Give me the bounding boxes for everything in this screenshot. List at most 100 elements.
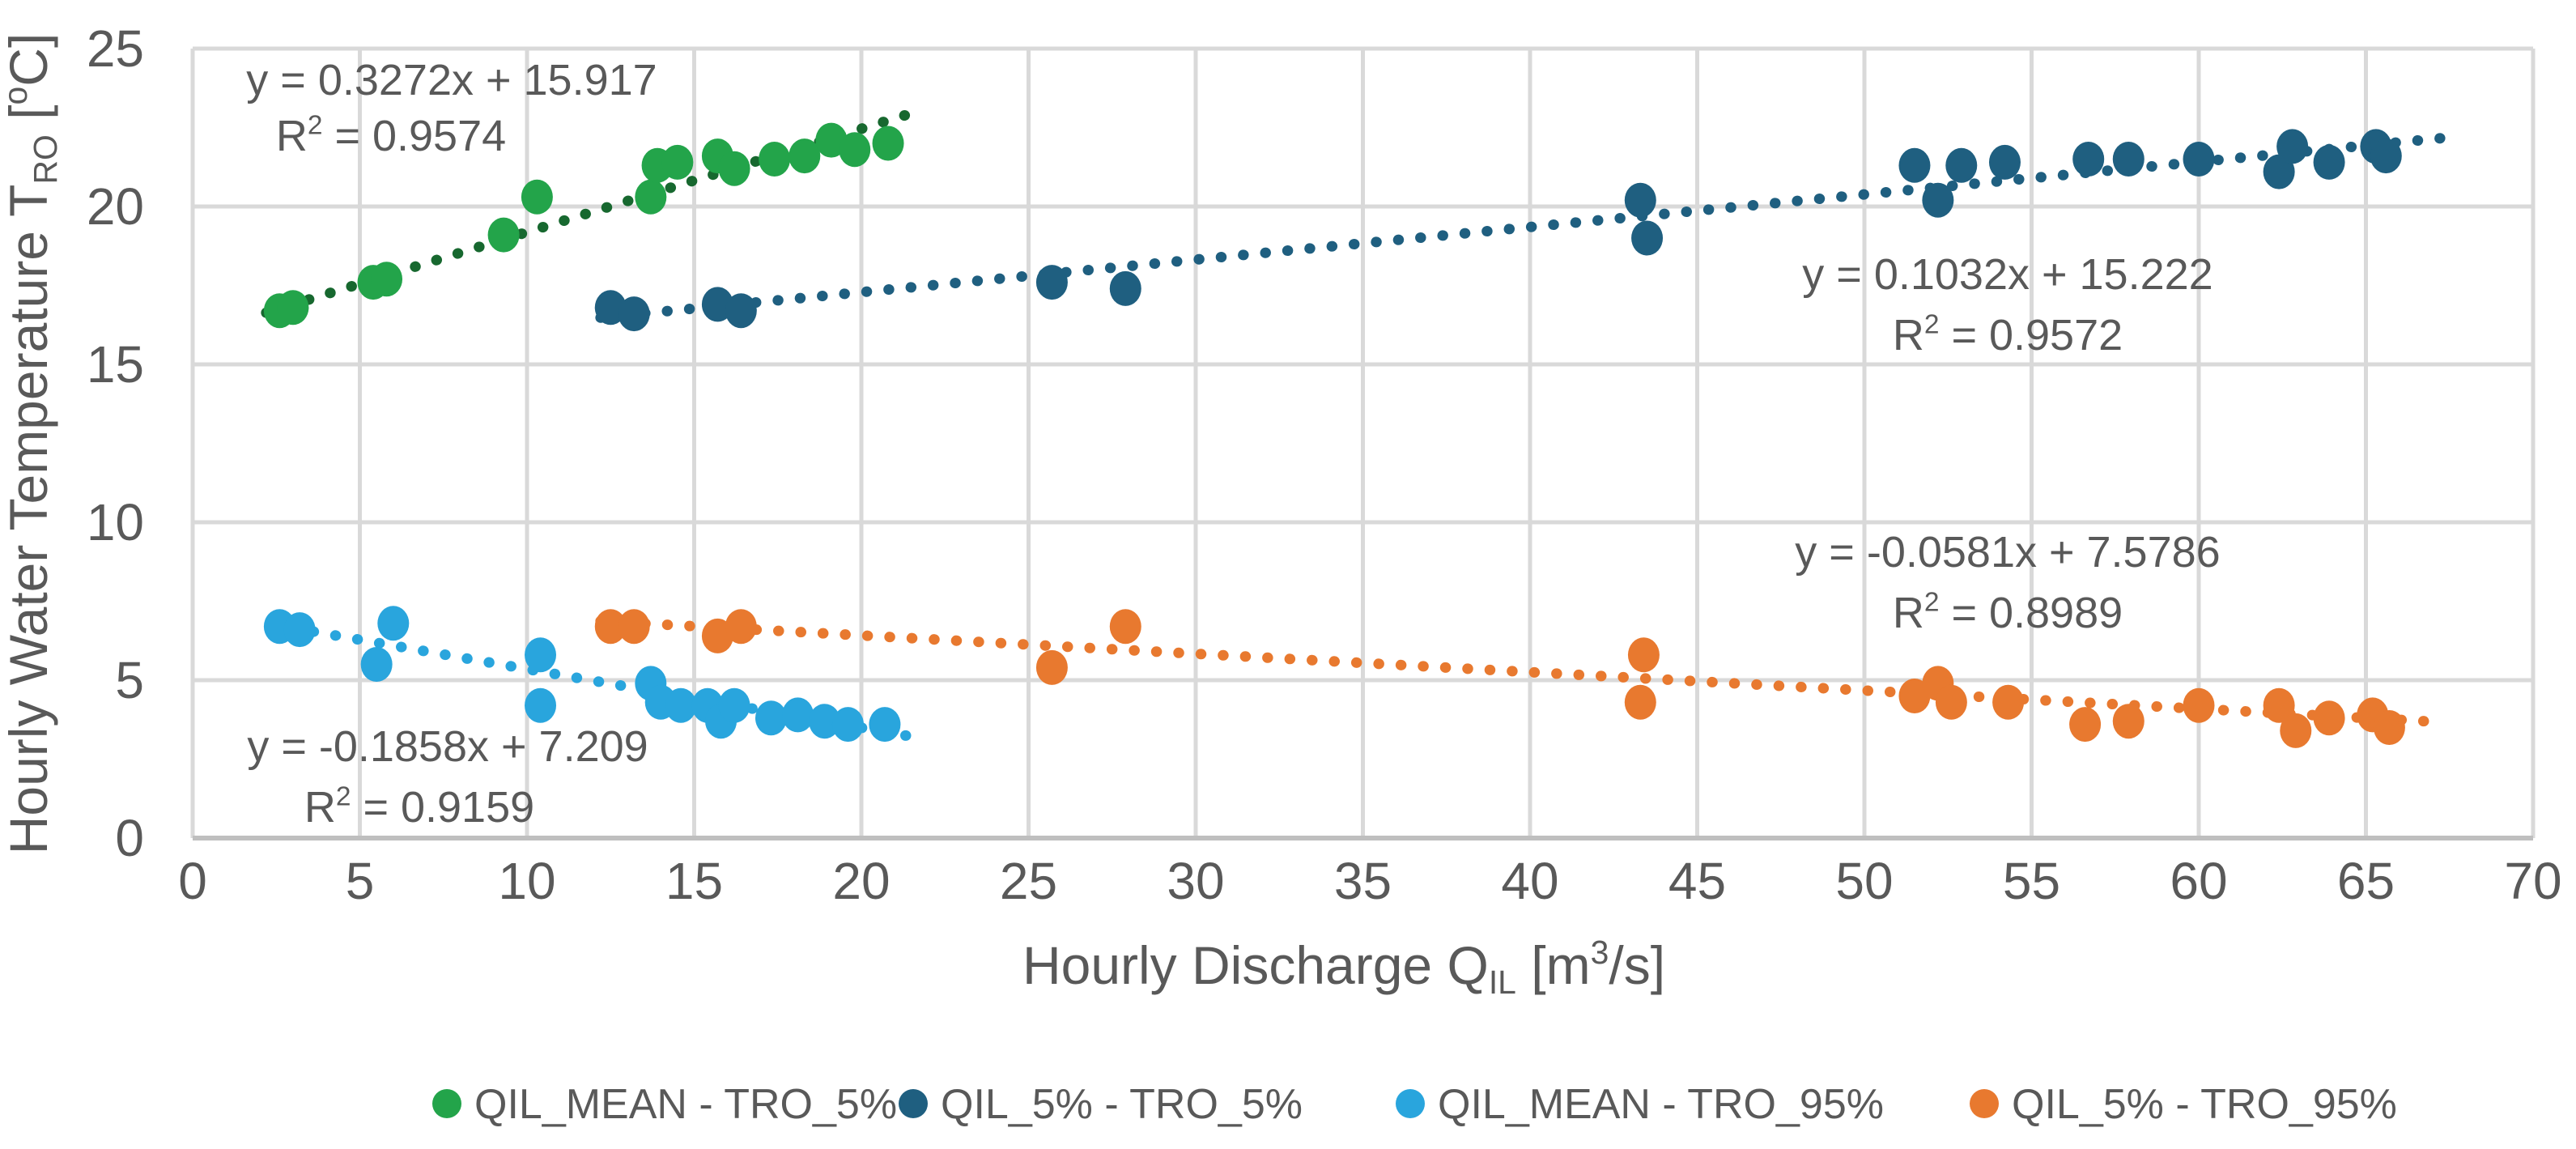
data-point — [487, 217, 520, 253]
data-point — [2112, 704, 2145, 739]
legend-marker-icon — [432, 1089, 461, 1118]
data-point — [2370, 138, 2402, 174]
x-tick-label: 60 — [2170, 852, 2227, 910]
trend-r2-label: R2 = 0.9159 — [304, 781, 534, 832]
data-point — [2072, 142, 2105, 177]
data-point — [1624, 684, 1656, 720]
x-tick-label: 50 — [1835, 852, 1893, 910]
data-point — [2263, 687, 2295, 723]
data-point — [2069, 707, 2102, 743]
data-point — [1898, 147, 1931, 183]
x-tick-label: 55 — [2003, 852, 2060, 910]
data-point — [2373, 710, 2405, 745]
data-point — [1945, 147, 1978, 183]
x-tick-label: 25 — [1000, 852, 1057, 910]
data-point — [2280, 713, 2312, 748]
data-point — [283, 612, 316, 648]
data-point — [521, 179, 553, 215]
data-point — [2183, 142, 2215, 177]
data-points — [263, 122, 2405, 748]
data-point — [1992, 684, 2025, 720]
x-axis-title: Hourly Discharge QIL [m3/s] — [1022, 934, 1665, 1001]
trendline — [595, 615, 2448, 728]
legend-label: QIL_5% - TRO_5% — [941, 1081, 1303, 1128]
trendline — [595, 132, 2452, 323]
data-point — [371, 262, 403, 297]
x-tick-label: 45 — [1668, 852, 1726, 910]
data-point — [869, 707, 901, 743]
y-tick-label: 25 — [87, 19, 144, 78]
tick-labels: 0 5 10 15 20 25 30 35 40 45 50 55 60 65 70 0 5 10 15 20 25 — [87, 19, 2562, 910]
data-point — [831, 707, 864, 743]
y-tick-label: 5 — [115, 651, 144, 709]
data-point — [782, 697, 814, 733]
x-tick-label: 30 — [1167, 852, 1224, 910]
trend-r2-label: R2 = 0.8989 — [1893, 587, 2123, 637]
x-tick-label: 40 — [1501, 852, 1558, 910]
legend-marker-icon — [1970, 1089, 1999, 1118]
data-point — [1109, 609, 1141, 645]
data-point — [377, 606, 410, 641]
trend-r2-label: R2 = 0.9574 — [276, 110, 506, 160]
data-point — [525, 687, 557, 723]
data-point — [718, 687, 750, 723]
y-tick-label: 15 — [87, 335, 144, 394]
data-point — [661, 144, 694, 180]
data-point — [1922, 182, 1954, 218]
x-tick-label: 5 — [346, 852, 375, 910]
data-point — [1035, 649, 1068, 685]
x-tick-label: 0 — [178, 852, 207, 910]
trend-equation-label: y = -0.0581x + 7.5786 — [1795, 528, 2220, 577]
legend-label: QIL_MEAN - TRO_95% — [1438, 1081, 1884, 1128]
equation-labels: y = 0.3272x + 15.917 R2 = 0.9574 y = 0.103… — [246, 56, 2220, 832]
legend: QIL_MEAN - TRO_5% QIL_5% - TRO_5% QIL_MEAN… — [432, 1081, 2397, 1128]
trend-equation-label: y = 0.3272x + 15.917 — [246, 56, 657, 104]
trend-equation-label: y = -0.1858x + 7.209 — [247, 722, 648, 771]
data-point — [665, 687, 697, 723]
legend-marker-icon — [899, 1089, 928, 1118]
data-point — [718, 151, 750, 186]
data-point — [1109, 270, 1141, 306]
x-tick-label: 15 — [665, 852, 723, 910]
data-point — [525, 637, 557, 673]
data-point — [360, 647, 393, 682]
y-axis-title: Hourly Water Temperature TRO [oC] — [0, 33, 64, 855]
data-point — [618, 296, 650, 332]
y-tick-label: 20 — [87, 177, 144, 236]
legend-label: QIL_MEAN - TRO_5% — [474, 1081, 897, 1128]
data-point — [2183, 687, 2215, 723]
data-point — [1035, 265, 1068, 300]
data-point — [789, 138, 821, 174]
data-point — [1624, 182, 1656, 218]
legend-item: QIL_MEAN - TRO_95% — [1396, 1081, 1884, 1128]
legend-label: QIL_5% - TRO_95% — [2012, 1081, 2397, 1128]
y-tick-label: 10 — [87, 493, 144, 551]
legend-item: QIL_MEAN - TRO_5% — [432, 1081, 897, 1128]
data-point — [2313, 700, 2345, 736]
trend-equation-label: y = 0.1032x + 15.222 — [1802, 250, 2213, 299]
data-point — [2112, 142, 2145, 177]
data-point — [839, 132, 871, 168]
data-point — [277, 290, 309, 326]
data-point — [809, 704, 841, 739]
data-point — [725, 609, 757, 645]
legend-marker-icon — [1396, 1089, 1425, 1118]
trend-r2-label: R2 = 0.9572 — [1893, 309, 2123, 360]
legend-item: QIL_5% - TRO_95% — [1970, 1081, 2397, 1128]
data-point — [725, 293, 757, 329]
data-point — [755, 700, 787, 736]
data-point — [1627, 637, 1660, 673]
data-point — [1631, 220, 1664, 256]
data-point — [2313, 144, 2345, 180]
data-point — [872, 126, 904, 161]
y-tick-label: 0 — [115, 809, 144, 867]
data-point — [1988, 144, 2021, 180]
legend-item: QIL_5% - TRO_5% — [899, 1081, 1303, 1128]
data-point — [2276, 129, 2309, 164]
x-tick-label: 20 — [832, 852, 890, 910]
trendline — [264, 619, 914, 742]
data-point — [1898, 679, 1931, 713]
x-tick-label: 35 — [1334, 852, 1392, 910]
